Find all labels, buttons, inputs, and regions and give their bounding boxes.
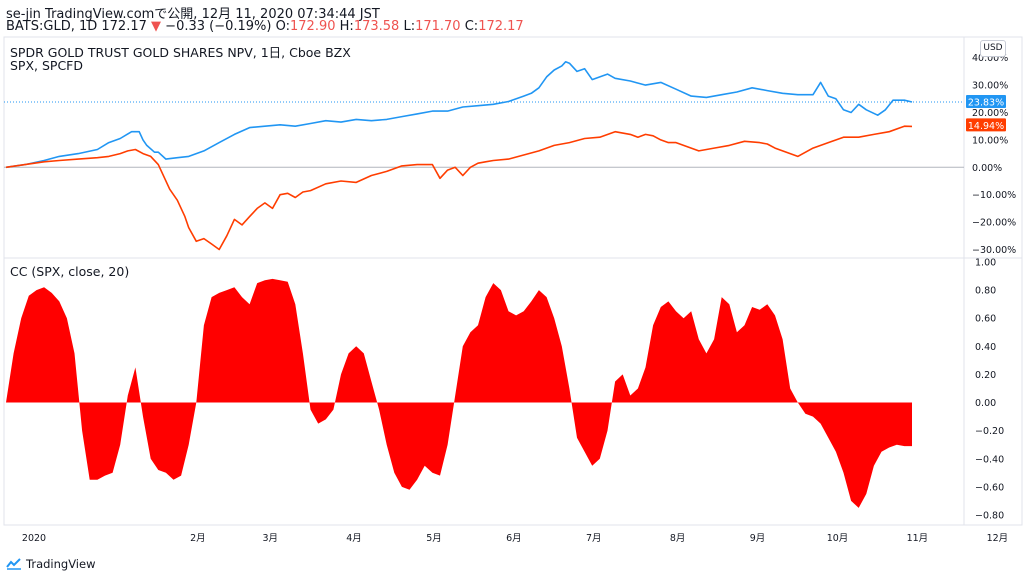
x-date-label: 8月 (670, 533, 686, 544)
cc-y-tick-label: 0.20 (975, 370, 996, 381)
cc-y-tick-label: −0.20 (975, 426, 1004, 437)
y-tick-label: −10.00% (972, 190, 1016, 201)
y-tick-label: −30.00% (972, 245, 1016, 256)
cc-y-tick-label: −0.80 (975, 511, 1004, 522)
gld-value-tag (966, 95, 1006, 108)
y-tick-label: 10.00% (972, 135, 1008, 146)
x-date-label: 10月 (827, 533, 849, 544)
cc-y-tick-label: 0.00 (975, 398, 996, 409)
cc-y-tick-label: −0.40 (975, 454, 1004, 465)
high-label: H: (339, 19, 354, 34)
close-value: 172.17 (478, 19, 524, 34)
x-date-label: 11月 (907, 533, 929, 544)
brand-name: TradingView (26, 557, 96, 571)
last-price: 172.17 (101, 19, 147, 34)
cc-area (6, 278, 912, 508)
cc-y-tick-label: −0.60 (975, 482, 1004, 493)
low-label: L: (403, 19, 416, 34)
spx-value-tag (966, 118, 1006, 132)
x-date-label: 2020 (22, 533, 46, 544)
x-date-label: 2月 (190, 533, 206, 544)
y-tick-label: 40.00% (972, 53, 1008, 64)
x-date-label: 4月 (346, 533, 362, 544)
currency-button[interactable]: USD (980, 40, 1006, 57)
spx-value-tag-text: 14.94% (968, 121, 1004, 132)
symbol-label: BATS:GLD, 1D (6, 19, 98, 34)
cc-y-tick-label: 0.80 (975, 286, 996, 297)
y-tick-label: 30.00% (972, 81, 1008, 92)
main-pane-title: SPDR GOLD TRUST GOLD SHARES NPV, 1日, Cbo… (10, 45, 351, 60)
open-label: O: (275, 19, 291, 34)
price-change: −0.33 (−0.19%) (165, 19, 272, 34)
low-value: 171.70 (415, 19, 461, 34)
cc-y-tick-label: 1.00 (975, 258, 996, 269)
x-date-label: 7月 (586, 533, 602, 544)
y-tick-label: 0.00% (972, 163, 1002, 174)
x-date-label: 6月 (506, 533, 522, 544)
cc-y-tick-label: 0.40 (975, 342, 996, 353)
x-date-label: 12月 (987, 533, 1009, 544)
cc-pane-title[interactable]: CC (SPX, close, 20) (10, 264, 130, 279)
x-date-label: 5月 (426, 533, 442, 544)
y-tick-label: 20.00% (972, 108, 1008, 119)
footer-brand[interactable]: TradingView (6, 557, 95, 571)
series-line-spx (5, 125, 913, 251)
series-line-gld (5, 60, 913, 169)
close-label: C: (464, 19, 479, 34)
compare-symbol-label[interactable]: SPX, SPCFD (10, 58, 83, 73)
gld-value-tag-text: 23.83% (968, 98, 1004, 109)
chart-frame (3, 36, 1023, 526)
open-value: 172.90 (290, 19, 336, 34)
ohlc-legend: BATS:GLD, 1D 172.17 ▼ −0.33 (−0.19%) O:1… (6, 19, 524, 34)
high-value: 173.58 (353, 19, 400, 34)
down-arrow-icon: ▼ (151, 19, 162, 34)
cc-y-tick-label: 0.60 (975, 314, 996, 325)
x-date-label: 9月 (750, 533, 766, 544)
y-tick-label: −20.00% (972, 218, 1016, 229)
x-date-label: 3月 (263, 533, 279, 544)
tradingview-logo-icon (6, 558, 21, 570)
publish-info: se-jin TradingView.comで公開, 12月 11, 2020 … (6, 7, 380, 22)
